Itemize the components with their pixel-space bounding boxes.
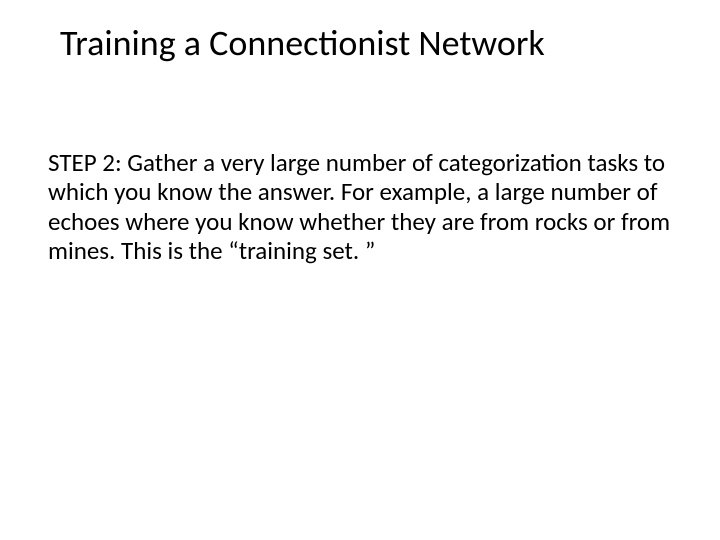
slide-title: Training a Connectionist Network	[60, 24, 672, 64]
body-paragraph: STEP 2: Gather a very large number of ca…	[48, 148, 672, 266]
slide: Training a Connectionist Network STEP 2:…	[0, 0, 720, 540]
slide-body: STEP 2: Gather a very large number of ca…	[48, 148, 672, 266]
